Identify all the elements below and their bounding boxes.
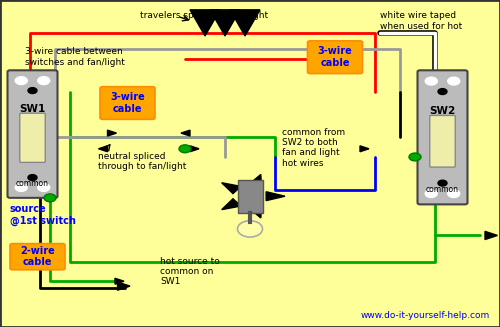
Circle shape <box>238 221 262 237</box>
Polygon shape <box>248 174 262 188</box>
Polygon shape <box>190 10 220 36</box>
FancyBboxPatch shape <box>8 70 58 198</box>
Text: 3-wire
cable: 3-wire cable <box>110 92 145 114</box>
Text: hot source to
common on
SW1: hot source to common on SW1 <box>160 257 220 286</box>
Circle shape <box>179 145 191 153</box>
Text: source
@1st switch: source @1st switch <box>10 204 76 226</box>
Circle shape <box>448 77 460 85</box>
Polygon shape <box>485 232 498 239</box>
FancyBboxPatch shape <box>10 244 65 270</box>
Polygon shape <box>118 282 130 290</box>
Circle shape <box>28 175 37 181</box>
FancyBboxPatch shape <box>418 70 468 204</box>
Polygon shape <box>115 278 124 284</box>
Circle shape <box>425 190 437 198</box>
Circle shape <box>438 180 447 186</box>
FancyBboxPatch shape <box>308 41 362 74</box>
Circle shape <box>44 194 56 202</box>
Polygon shape <box>222 199 241 210</box>
FancyBboxPatch shape <box>430 115 455 167</box>
Polygon shape <box>210 10 240 36</box>
Polygon shape <box>230 10 260 36</box>
FancyBboxPatch shape <box>100 87 155 119</box>
Text: common from
SW2 to both
fan and light
hot wires: common from SW2 to both fan and light ho… <box>282 128 346 168</box>
Circle shape <box>438 89 447 95</box>
Text: travelers spliced at fan/light: travelers spliced at fan/light <box>140 11 268 21</box>
Circle shape <box>425 77 437 85</box>
Polygon shape <box>108 130 116 136</box>
Circle shape <box>448 190 460 198</box>
Text: common: common <box>426 185 459 194</box>
Circle shape <box>28 88 37 94</box>
Polygon shape <box>360 146 369 152</box>
Bar <box>238 180 262 213</box>
Circle shape <box>409 153 421 161</box>
Text: 2-wire
cable: 2-wire cable <box>20 246 55 267</box>
Text: common: common <box>16 179 49 188</box>
Text: SW2: SW2 <box>430 106 456 116</box>
Circle shape <box>15 183 28 191</box>
Polygon shape <box>190 146 199 152</box>
FancyBboxPatch shape <box>20 113 45 163</box>
Polygon shape <box>181 130 190 136</box>
Circle shape <box>38 77 50 85</box>
Polygon shape <box>222 183 241 194</box>
Circle shape <box>38 183 50 191</box>
Text: neutral spliced
through to fan/light: neutral spliced through to fan/light <box>98 152 186 171</box>
Circle shape <box>15 77 28 85</box>
Polygon shape <box>266 192 285 201</box>
Text: 3-wire
cable: 3-wire cable <box>318 46 352 68</box>
Text: 3-wire cable between
switches and fan/light: 3-wire cable between switches and fan/li… <box>25 47 125 67</box>
Polygon shape <box>248 205 262 218</box>
Text: white wire taped
when used for hot: white wire taped when used for hot <box>380 11 462 31</box>
Text: www.do-it-yourself-help.com: www.do-it-yourself-help.com <box>361 311 490 320</box>
Text: SW1: SW1 <box>20 104 46 114</box>
Polygon shape <box>98 146 108 152</box>
